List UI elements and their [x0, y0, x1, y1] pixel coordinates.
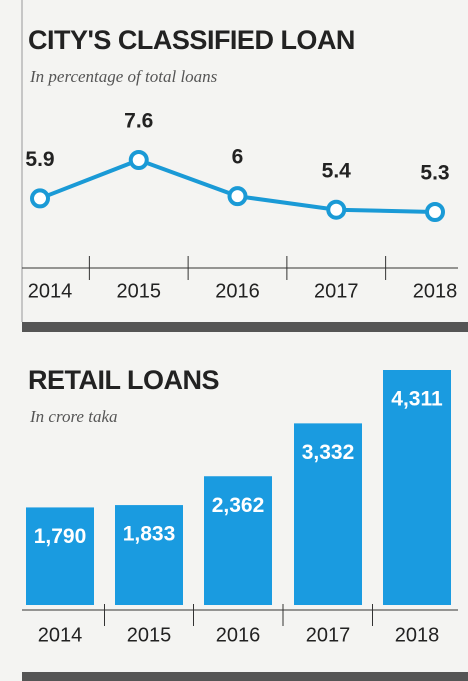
data-label: 5.3 — [420, 162, 449, 185]
point — [30, 188, 50, 209]
point — [425, 202, 445, 222]
x-tick-label: 2018 — [395, 624, 440, 646]
point — [128, 150, 149, 170]
chart-title: CITY'S CLASSIFIED LOAN — [28, 25, 355, 55]
x-tick-label: 2017 — [314, 280, 359, 302]
bar — [115, 505, 183, 605]
chart-subtitle: In crore taka — [29, 407, 118, 426]
x-tick-label: 2015 — [127, 624, 172, 646]
x-tick-label: 2018 — [413, 280, 458, 302]
x-tick-label: 2016 — [216, 624, 261, 646]
bar — [383, 370, 451, 605]
chart-title: RETAIL LOANS — [28, 365, 219, 395]
x-tick-label: 2014 — [28, 280, 73, 302]
data-label: 2,362 — [212, 494, 265, 517]
separator — [22, 322, 468, 332]
bar — [204, 476, 272, 605]
data-label: 5.4 — [322, 159, 352, 182]
chart-subtitle: In percentage of total loans — [29, 67, 218, 86]
data-label: 7.6 — [124, 110, 153, 133]
separator — [22, 672, 468, 681]
data-label: 4,311 — [391, 388, 443, 411]
point — [227, 186, 248, 207]
data-label: 1,833 — [123, 523, 176, 546]
x-tick-label: 2014 — [38, 624, 83, 646]
x-tick-label: 2015 — [117, 280, 162, 302]
x-tick-label: 2016 — [215, 280, 260, 302]
bar — [26, 507, 94, 605]
data-label: 3,332 — [302, 441, 355, 464]
data-label: 6 — [232, 146, 244, 169]
bar — [294, 423, 362, 605]
x-tick-label: 2017 — [306, 624, 351, 646]
data-label: 5.9 — [25, 148, 54, 171]
data-label: 1,790 — [34, 525, 87, 548]
point — [326, 199, 347, 220]
